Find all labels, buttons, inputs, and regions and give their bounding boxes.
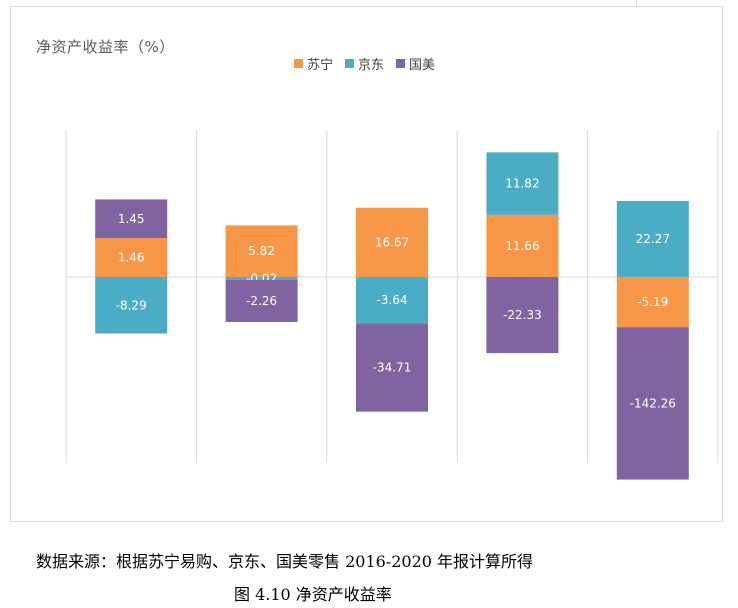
data-label-jd-3: 11.82 <box>505 177 539 191</box>
data-label-gome-1: -2.26 <box>246 294 277 308</box>
data-label-gome-2: -34.71 <box>373 360 412 374</box>
bar-jd-2 <box>356 277 428 324</box>
bar-gome-0 <box>95 199 168 239</box>
data-label-gome-3: -22.33 <box>503 308 542 322</box>
bar-gome-3 <box>486 277 559 354</box>
legend-item-suning: 苏宁 <box>294 54 333 73</box>
legend-label-jd: 京东 <box>358 58 385 73</box>
bar-gome-4 <box>616 327 689 480</box>
bar-jd-1 <box>225 277 298 280</box>
data-label-suning-2: 16.67 <box>375 235 409 249</box>
chart-title: 净资产收益率（%） <box>36 38 175 56</box>
legend-swatch-gome <box>396 59 406 68</box>
data-label-suning-4: -5.19 <box>637 295 668 309</box>
bar-suning-2 <box>356 207 428 277</box>
data-label-suning-1: 5.82 <box>248 244 275 258</box>
data-label-jd-2: -3.64 <box>376 293 407 307</box>
bar-suning-3 <box>486 214 559 277</box>
legend-label-suning: 苏宁 <box>307 58 334 73</box>
data-label-suning-0: 1.46 <box>118 251 145 265</box>
legend-label-gome: 国美 <box>409 58 436 73</box>
bar-suning-1 <box>225 225 298 277</box>
bar-jd-3 <box>486 152 559 215</box>
legend-item-gome: 国美 <box>396 54 435 73</box>
page-divider <box>636 0 637 6</box>
bar-gome-2 <box>356 323 428 412</box>
bar-jd-4 <box>616 200 689 277</box>
data-label-jd-0: -8.29 <box>116 298 147 312</box>
legend-swatch-jd <box>345 59 355 68</box>
legend-swatch-suning <box>294 59 303 68</box>
legend-item-jd: 京东 <box>345 54 384 73</box>
bar-suning-0 <box>95 238 168 277</box>
data-label-jd-4: 22.27 <box>636 232 670 246</box>
data-label-suning-3: 11.66 <box>505 239 539 253</box>
chart-legend: 苏宁 京东 国美 <box>294 54 435 73</box>
bar-gome-1 <box>225 280 298 322</box>
source-note: 数据来源：根据苏宁易购、京东、国美零售 2016-2020 年报计算所得 <box>36 552 534 571</box>
data-label-gome-4: -142.26 <box>630 396 676 410</box>
chart-plot-area: 2020年2019年2018年2017年2016年1.46-8.291.455.… <box>65 130 719 480</box>
bar-suning-4 <box>616 277 689 328</box>
bar-jd-0 <box>95 277 168 334</box>
figure-caption: 图 4.10 净资产收益率 <box>234 585 392 604</box>
data-label-gome-0: 1.45 <box>118 212 145 226</box>
